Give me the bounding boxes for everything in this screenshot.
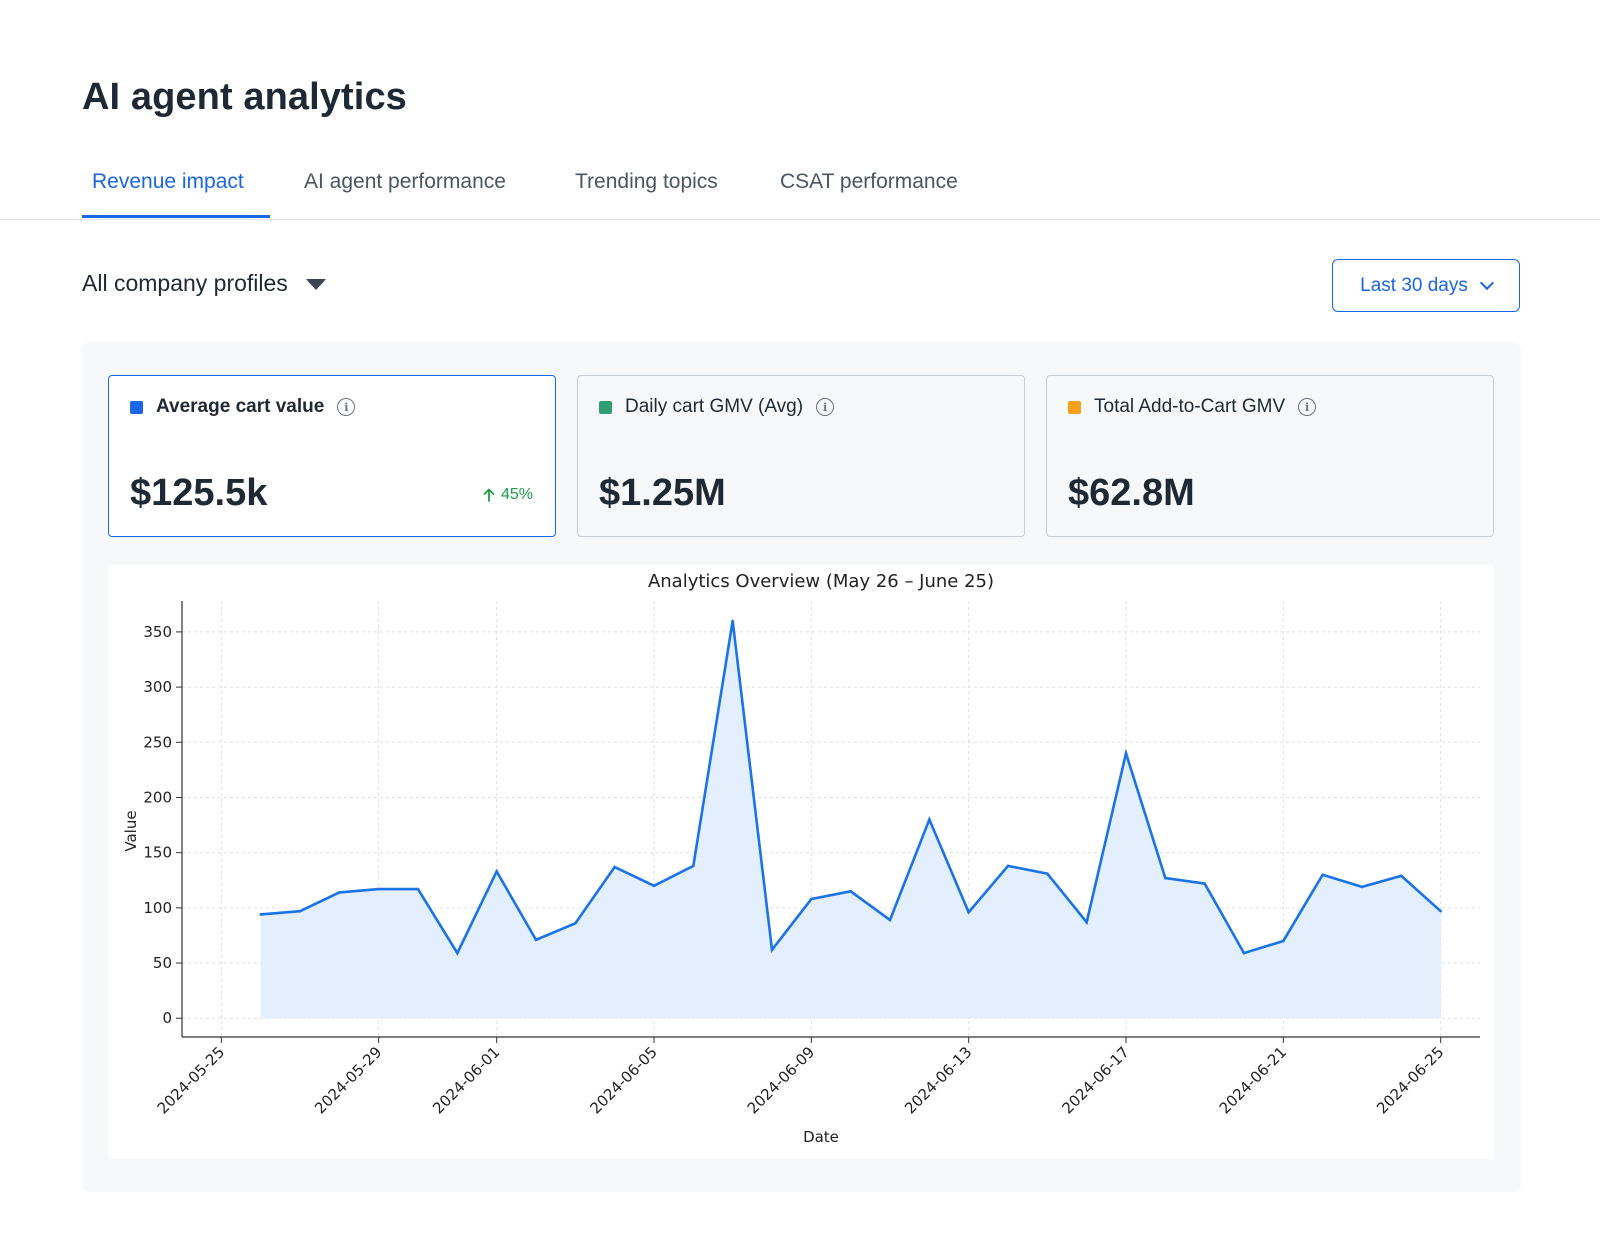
chevron-down-icon: [1479, 275, 1494, 290]
y-axis-title: Value: [122, 810, 140, 851]
data-point: [416, 887, 420, 891]
delta-badge: 45%: [483, 486, 533, 504]
chart-title: Analytics Overview (May 26 – June 25): [648, 571, 994, 592]
info-icon[interactable]: i: [337, 398, 356, 416]
caret-down-icon: [305, 279, 326, 290]
data-point: [338, 891, 341, 894]
x-tick-label: 2024-06-17: [1058, 1043, 1132, 1117]
y-tick-label: 250: [143, 733, 172, 751]
x-tick-label: 2024-06-01: [429, 1043, 503, 1117]
data-point: [456, 951, 459, 955]
y-tick-label: 150: [143, 844, 172, 862]
data-point: [1439, 909, 1442, 913]
y-tick-label: 350: [143, 623, 172, 641]
data-point: [1321, 873, 1324, 877]
x-tick-label: 2024-06-09: [744, 1043, 818, 1117]
x-axis-title: Date: [803, 1128, 839, 1146]
y-tick-label: 50: [153, 954, 172, 972]
metric-label: Daily cart GMV (Avg): [625, 396, 804, 417]
company-profile-label: All company profiles: [82, 270, 288, 296]
x-tick-label: 2024-06-25: [1373, 1043, 1447, 1117]
metric-label: Total Add-to-Cart GMV: [1094, 396, 1286, 417]
data-point: [770, 948, 774, 952]
y-tick-label: 0: [162, 1009, 172, 1027]
series-color-swatch: [1068, 400, 1081, 414]
data-point: [692, 864, 695, 868]
data-point: [534, 938, 538, 942]
tab-trending-topics[interactable]: Trending topics: [575, 170, 718, 193]
data-point: [1282, 939, 1285, 943]
x-tick-label: 2024-05-29: [311, 1043, 385, 1117]
y-tick-label: 300: [143, 678, 172, 696]
data-point: [1203, 882, 1206, 885]
data-point: [1164, 876, 1167, 880]
info-icon[interactable]: i: [1298, 398, 1317, 416]
series-color-swatch: [599, 400, 612, 414]
metric-card-average-cart-value[interactable]: Average cart value i $125.5k 45%: [108, 375, 556, 537]
data-point: [298, 909, 302, 913]
info-icon[interactable]: i: [816, 398, 835, 416]
chart-svg: 0 50 100 150 200 250 300 350 2024-05-25 2024-05-2…: [122, 571, 1480, 1146]
data-point: [613, 865, 616, 869]
metric-card-daily-cart-gmv[interactable]: Daily cart GMV (Avg) i $1.25M: [577, 375, 1025, 537]
tab-revenue-impact[interactable]: Revenue impact: [82, 170, 270, 218]
data-point: [1006, 864, 1010, 868]
data-point: [377, 887, 380, 891]
metric-value: $1.25M: [599, 472, 726, 514]
x-tick-label: 2024-06-05: [586, 1043, 660, 1117]
data-point: [259, 913, 262, 916]
data-point: [1046, 872, 1049, 875]
tab-bar: Revenue impact AI agent performance Tren…: [0, 160, 1600, 220]
tab-ai-agent-performance[interactable]: AI agent performance: [304, 170, 506, 193]
data-point: [574, 922, 577, 925]
series-area: [260, 620, 1441, 1019]
data-point: [849, 889, 852, 893]
data-point: [1124, 752, 1128, 755]
tab-csat-performance[interactable]: CSAT performance: [780, 170, 958, 193]
x-tick-label: 2024-05-25: [154, 1043, 228, 1117]
x-tick-label: 2024-06-21: [1216, 1043, 1290, 1117]
x-tick-label: 2024-06-13: [901, 1043, 975, 1117]
data-point: [1400, 874, 1403, 878]
date-range-label: Last 30 days: [1360, 274, 1468, 296]
y-tick-label: 200: [143, 788, 172, 806]
metric-value: $62.8M: [1068, 472, 1195, 514]
data-point: [652, 884, 656, 888]
analytics-chart: 0 50 100 150 200 250 300 350 2024-05-25 2024-05-2…: [108, 565, 1494, 1159]
data-point: [731, 619, 734, 623]
metric-value: $125.5k: [130, 472, 268, 514]
company-profile-dropdown[interactable]: All company profiles: [82, 270, 326, 297]
metric-card-total-add-to-cart-gmv[interactable]: Total Add-to-Cart GMV i $62.8M: [1046, 375, 1494, 537]
page-title: AI agent analytics: [82, 76, 407, 118]
data-point: [967, 910, 970, 914]
arrow-up-icon: [483, 488, 495, 502]
data-point: [810, 897, 813, 901]
date-range-button[interactable]: Last 30 days: [1332, 259, 1520, 312]
data-point: [1242, 951, 1246, 955]
metric-label: Average cart value: [156, 396, 325, 417]
data-point: [888, 918, 892, 922]
data-point: [928, 818, 931, 821]
delta-value: 45%: [500, 486, 533, 503]
data-point: [1360, 885, 1364, 889]
y-tick-label: 100: [143, 899, 172, 917]
data-point: [1085, 920, 1088, 924]
series-color-swatch: [130, 400, 143, 414]
data-point: [495, 870, 498, 873]
